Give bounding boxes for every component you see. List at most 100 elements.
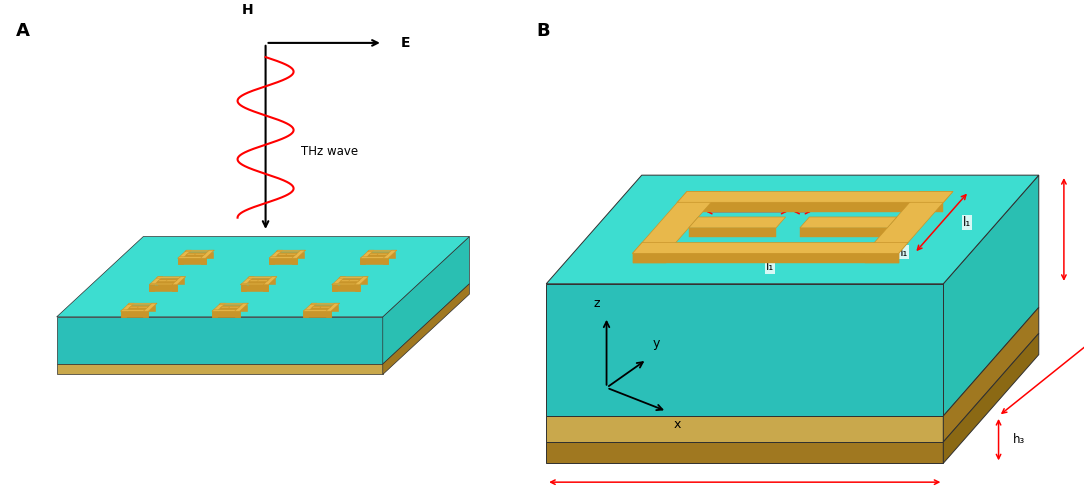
Polygon shape (310, 305, 338, 311)
Polygon shape (383, 250, 397, 258)
Polygon shape (633, 191, 721, 253)
Polygon shape (304, 310, 333, 311)
Polygon shape (678, 191, 953, 202)
Polygon shape (178, 250, 192, 258)
Polygon shape (229, 308, 238, 314)
Text: E: E (401, 36, 410, 50)
Polygon shape (120, 310, 150, 311)
Polygon shape (150, 285, 154, 291)
Polygon shape (360, 258, 388, 264)
Polygon shape (172, 285, 177, 291)
Text: w₂: w₂ (796, 193, 810, 206)
Polygon shape (220, 308, 230, 314)
Polygon shape (320, 307, 331, 308)
Polygon shape (129, 308, 139, 314)
Polygon shape (234, 311, 240, 317)
Polygon shape (143, 303, 157, 311)
Polygon shape (367, 250, 397, 251)
Polygon shape (943, 308, 1038, 442)
Polygon shape (332, 285, 337, 291)
Polygon shape (383, 237, 469, 364)
Polygon shape (241, 277, 254, 285)
Polygon shape (269, 250, 283, 258)
Polygon shape (56, 237, 469, 317)
Polygon shape (865, 191, 953, 253)
Polygon shape (276, 250, 306, 251)
Polygon shape (156, 278, 184, 284)
Polygon shape (383, 284, 469, 374)
Polygon shape (377, 253, 388, 255)
Polygon shape (360, 258, 365, 264)
Polygon shape (120, 311, 149, 317)
Polygon shape (158, 281, 167, 288)
Polygon shape (546, 442, 943, 463)
Polygon shape (688, 217, 786, 228)
Polygon shape (348, 280, 360, 281)
Text: h₁: h₁ (895, 246, 908, 259)
Polygon shape (212, 311, 240, 317)
Polygon shape (129, 307, 141, 308)
Polygon shape (186, 253, 197, 255)
Polygon shape (178, 258, 206, 264)
Polygon shape (186, 255, 196, 261)
Polygon shape (326, 303, 339, 311)
Polygon shape (234, 303, 248, 311)
Polygon shape (278, 253, 289, 255)
Polygon shape (150, 277, 163, 285)
Polygon shape (943, 334, 1038, 463)
Polygon shape (367, 251, 396, 258)
Polygon shape (178, 258, 183, 264)
Polygon shape (292, 250, 306, 258)
Polygon shape (286, 255, 295, 261)
Text: THz wave: THz wave (301, 145, 359, 158)
Polygon shape (241, 285, 268, 291)
Polygon shape (546, 284, 943, 416)
Polygon shape (546, 175, 1038, 284)
Polygon shape (219, 303, 248, 305)
Polygon shape (304, 303, 317, 311)
Polygon shape (120, 311, 126, 317)
Polygon shape (247, 277, 276, 278)
Polygon shape (332, 277, 346, 285)
Polygon shape (249, 281, 259, 288)
Polygon shape (166, 281, 176, 288)
Polygon shape (286, 253, 297, 255)
Polygon shape (138, 308, 147, 314)
Polygon shape (220, 307, 232, 308)
Polygon shape (219, 305, 247, 311)
Polygon shape (312, 307, 323, 308)
Polygon shape (278, 255, 287, 261)
Polygon shape (128, 305, 155, 311)
Polygon shape (304, 311, 308, 317)
Polygon shape (339, 277, 369, 278)
Polygon shape (348, 281, 358, 288)
Polygon shape (166, 280, 177, 281)
Polygon shape (241, 285, 245, 291)
Polygon shape (276, 251, 304, 258)
Polygon shape (360, 257, 389, 258)
Polygon shape (257, 280, 269, 281)
Polygon shape (865, 253, 899, 263)
Polygon shape (247, 278, 275, 284)
Polygon shape (292, 258, 297, 264)
Polygon shape (194, 255, 204, 261)
Polygon shape (633, 253, 667, 263)
Polygon shape (312, 308, 322, 314)
Text: H: H (242, 3, 254, 17)
Polygon shape (56, 364, 383, 374)
Polygon shape (332, 285, 360, 291)
Polygon shape (360, 250, 374, 258)
Text: B: B (537, 22, 550, 40)
Polygon shape (800, 228, 887, 237)
Polygon shape (678, 202, 943, 212)
Polygon shape (150, 285, 177, 291)
Polygon shape (185, 250, 215, 251)
Polygon shape (185, 251, 212, 258)
Polygon shape (800, 217, 896, 228)
Text: y: y (654, 337, 660, 350)
Polygon shape (172, 277, 185, 285)
Polygon shape (257, 281, 267, 288)
Polygon shape (326, 311, 331, 317)
Polygon shape (633, 243, 908, 253)
Polygon shape (201, 250, 215, 258)
